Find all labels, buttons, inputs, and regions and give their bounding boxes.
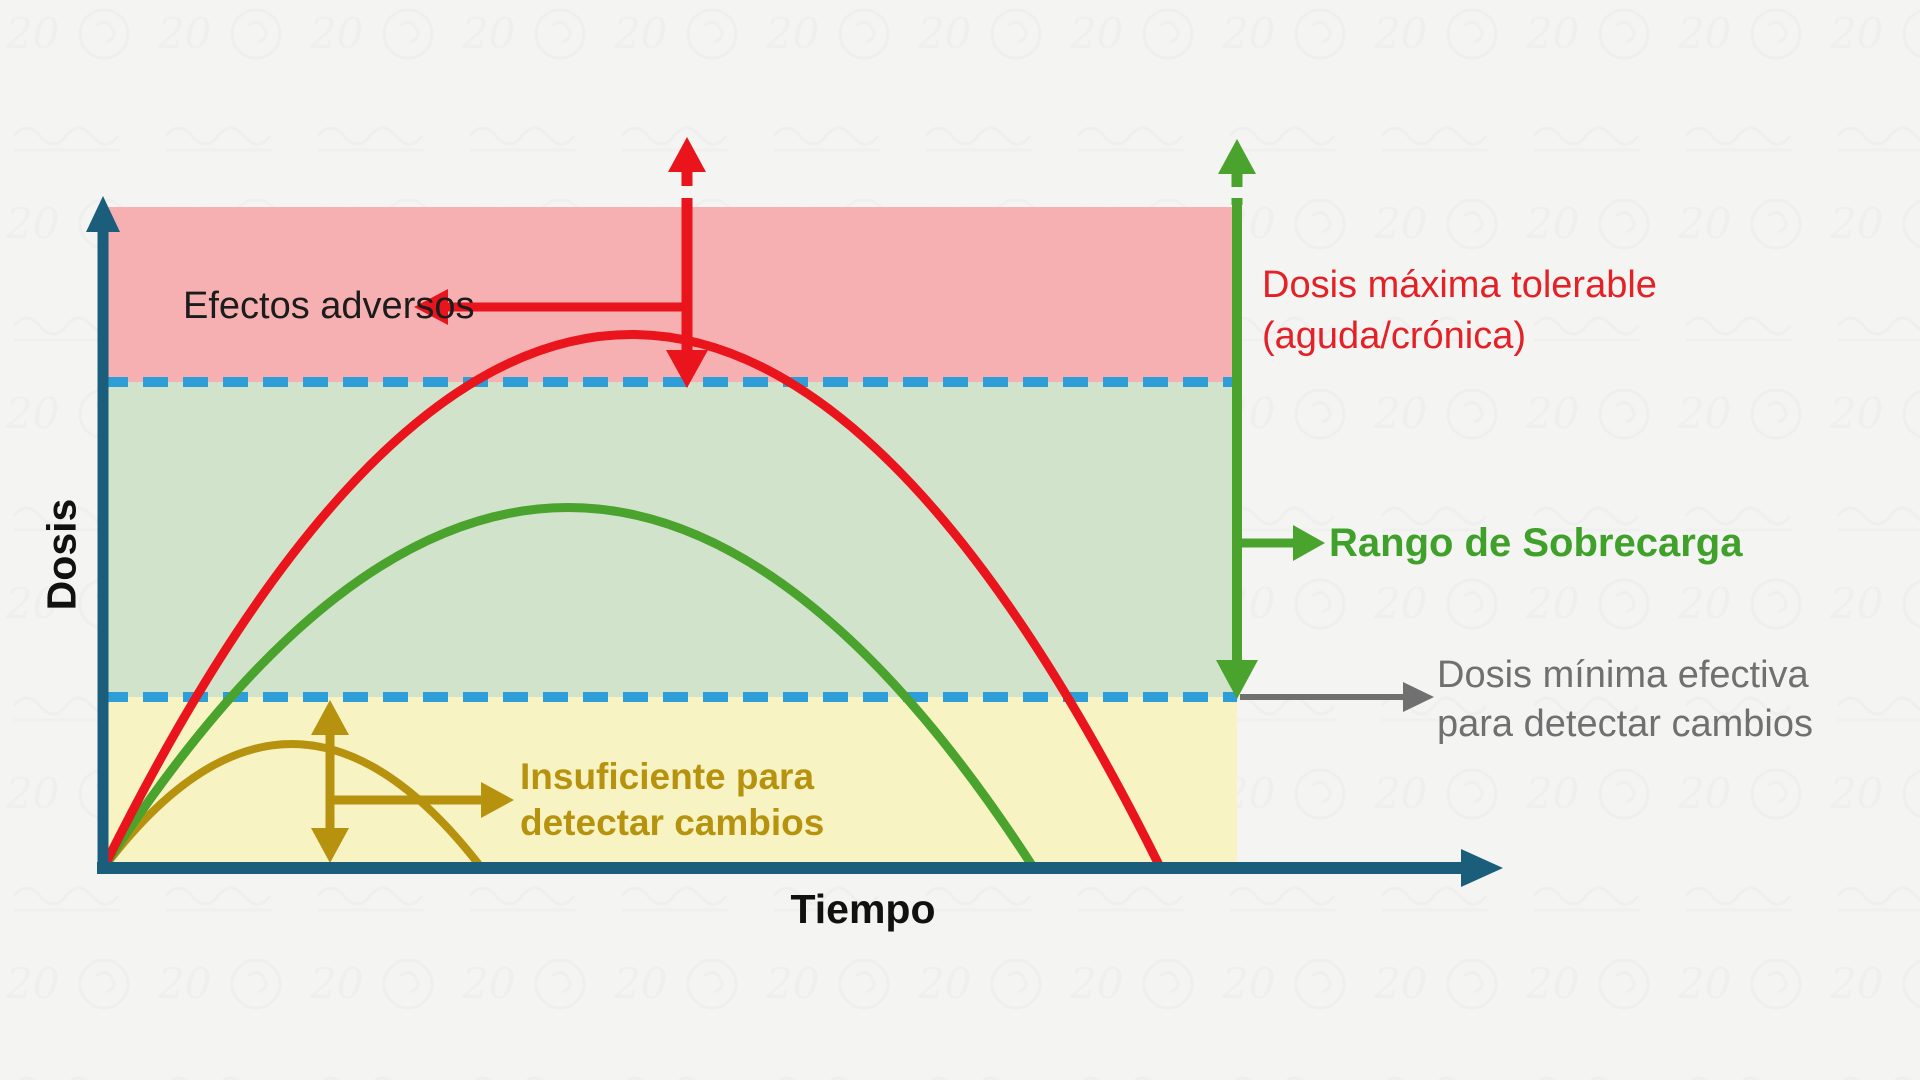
max-dose-label: Dosis máxima tolerable (aguda/crónica) bbox=[1262, 260, 1657, 362]
gold-curve bbox=[101, 740, 484, 869]
x-axis-label: Tiempo bbox=[790, 886, 936, 932]
gray-right-arrowhead bbox=[1403, 682, 1434, 712]
insufficient-zone-band bbox=[107, 697, 1237, 862]
insufficient-label-line1: Insuficiente para bbox=[520, 756, 815, 797]
insufficient-label: Insuficiente para detectar cambios bbox=[520, 754, 824, 846]
green-down-arrowhead bbox=[1216, 660, 1258, 699]
dose-curves bbox=[99, 330, 1165, 870]
max-dose-label-line2: (aguda/crónica) bbox=[1262, 315, 1527, 357]
overload-zone-band bbox=[107, 382, 1237, 697]
green-up-arrowhead bbox=[1218, 139, 1256, 174]
adverse-effects-label: Efectos adversos bbox=[183, 285, 475, 327]
overload-range-label: Rango de Sobrecarga bbox=[1329, 521, 1743, 565]
zone-bands bbox=[107, 207, 1237, 862]
green-right-arrowhead bbox=[1293, 525, 1325, 561]
insufficient-annotation-arrows bbox=[311, 700, 514, 863]
gold-up-arrowhead bbox=[311, 700, 349, 735]
insufficient-label-line2: detectar cambios bbox=[520, 802, 825, 843]
min-dose-label-line2: para detectar cambios bbox=[1437, 703, 1813, 745]
red-up-arrowhead bbox=[668, 137, 706, 172]
max-dose-annotation-arrows bbox=[414, 137, 708, 388]
max-dose-label-line1: Dosis máxima tolerable bbox=[1262, 264, 1657, 306]
gold-down-arrowhead bbox=[311, 828, 349, 863]
min-dose-annotation-arrow bbox=[1240, 682, 1434, 712]
min-dose-label-line1: Dosis mínima efectiva bbox=[1437, 654, 1809, 696]
threshold-lines bbox=[103, 377, 1237, 702]
min-dose-label: Dosis mínima efectiva para detectar camb… bbox=[1437, 651, 1813, 749]
axes bbox=[86, 196, 1503, 887]
green-curve bbox=[100, 503, 1037, 870]
y-axis-label: Dosis bbox=[38, 498, 85, 611]
y-axis-arrowhead bbox=[86, 196, 120, 232]
x-axis-arrowhead bbox=[1461, 849, 1503, 887]
red-curve bbox=[99, 330, 1165, 870]
red-left-arrowhead bbox=[414, 289, 448, 325]
gold-right-arrowhead bbox=[481, 782, 514, 818]
red-down-arrowhead bbox=[666, 350, 708, 388]
overload-annotation-arrows bbox=[1216, 139, 1325, 699]
